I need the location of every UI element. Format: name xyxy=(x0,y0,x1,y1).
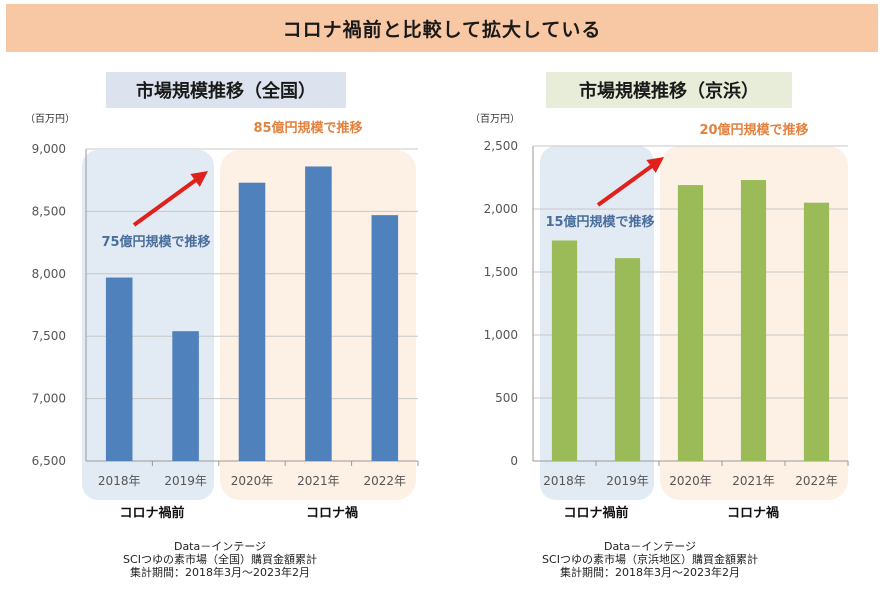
pre-covid-note: 75億円規模で推移 xyxy=(101,234,210,250)
bar xyxy=(305,166,332,462)
bar xyxy=(740,180,767,461)
x-tick-label: 2022年 xyxy=(364,474,407,488)
header-banner: コロナ禍前と比較して拡大している xyxy=(6,4,878,52)
y-tick-label: 500 xyxy=(495,391,518,405)
chart-panel-keihin: 市場規模推移（京浜） （百万円） 0 500 1,000 1,500 2,000 2,50… xyxy=(454,62,874,592)
footnote-line: Data－インテージ xyxy=(603,540,697,553)
footnote: Data－インテージ SCIつゆの素市場（全国）購買金額累計 集計期間：2018… xyxy=(70,540,370,579)
y-tick-label: 2,500 xyxy=(484,139,518,153)
bar xyxy=(371,215,399,461)
y-tick-label: 8,000 xyxy=(32,267,66,281)
growth-arrow xyxy=(596,161,658,207)
y-tick-label: 7,500 xyxy=(32,329,66,343)
x-tick-label: 2019年 xyxy=(606,474,649,488)
x-tick-label: 2021年 xyxy=(297,474,340,488)
y-tick-label: 6,500 xyxy=(32,454,66,468)
bar xyxy=(172,331,199,461)
header-title: コロナ禍前と比較して拡大している xyxy=(282,18,602,41)
growth-arrow xyxy=(132,175,202,227)
covid-note: 85億円規模で推移 xyxy=(253,120,362,136)
y-axis-unit: （百万円） xyxy=(470,114,520,125)
x-tick-label: 2020年 xyxy=(231,474,274,488)
growth-arrow-head xyxy=(646,157,664,173)
x-tick-label: 2018年 xyxy=(543,474,586,488)
bar xyxy=(238,182,266,462)
footnote-line: Data－インテージ xyxy=(173,540,267,553)
bar-chart-keihin: 0 500 1,000 1,500 2,000 2,500 2018年 2019年 2020年 2… xyxy=(484,122,849,521)
footnote-line: 集計期間：2018年3月～2023年2月 xyxy=(560,566,740,579)
footnote-line: SCIつゆの素市場（全国）購買金額累計 xyxy=(123,553,317,566)
footnote-line: 集計期間：2018年3月～2023年2月 xyxy=(130,566,310,579)
period-label-pre: コロナ禍前 xyxy=(563,505,628,521)
x-tick-label: 2021年 xyxy=(732,474,775,488)
footnote: Data－インテージ SCIつゆの素市場（京浜地区）購買金額累計 集計期間：20… xyxy=(500,540,800,579)
period-label-post: コロナ禍 xyxy=(306,505,358,521)
bar xyxy=(551,240,578,461)
pre-covid-note: 15億円規模で推移 xyxy=(545,214,654,230)
bar xyxy=(614,258,641,461)
bar-chart-national: 6,500 7,000 7,500 8,000 8,500 9,000 2018年 2019年… xyxy=(32,120,419,521)
x-tick-label: 2020年 xyxy=(669,474,712,488)
chart-panel-national: 市場規模推移（全国） （百万円） 6,500 7,000 7,500 8,000 8,5… xyxy=(10,62,430,592)
x-tick-label: 2019年 xyxy=(164,474,207,488)
covid-note: 20億円規模で推移 xyxy=(699,122,808,138)
chart-title: 市場規模推移（京浜） xyxy=(546,72,792,108)
x-tick-label: 2022年 xyxy=(795,474,838,488)
bar xyxy=(803,202,830,461)
growth-arrow-head xyxy=(190,171,208,187)
period-label-pre: コロナ禍前 xyxy=(119,505,184,521)
chart-title: 市場規模推移（全国） xyxy=(106,72,346,108)
bar xyxy=(677,185,704,461)
y-tick-label: 7,000 xyxy=(32,392,66,406)
y-tick-label: 1,500 xyxy=(484,265,518,279)
bar xyxy=(105,277,133,461)
footnote-line: SCIつゆの素市場（京浜地区）購買金額累計 xyxy=(542,553,758,566)
y-tick-label: 9,000 xyxy=(32,142,66,156)
period-label-post: コロナ禍 xyxy=(727,505,779,521)
y-tick-label: 2,000 xyxy=(484,202,518,216)
y-tick-label: 8,500 xyxy=(32,204,66,218)
y-tick-label: 0 xyxy=(510,454,518,468)
x-tick-label: 2018年 xyxy=(98,474,141,488)
y-axis-unit: （百万円） xyxy=(25,114,75,125)
y-tick-label: 1,000 xyxy=(484,328,518,342)
